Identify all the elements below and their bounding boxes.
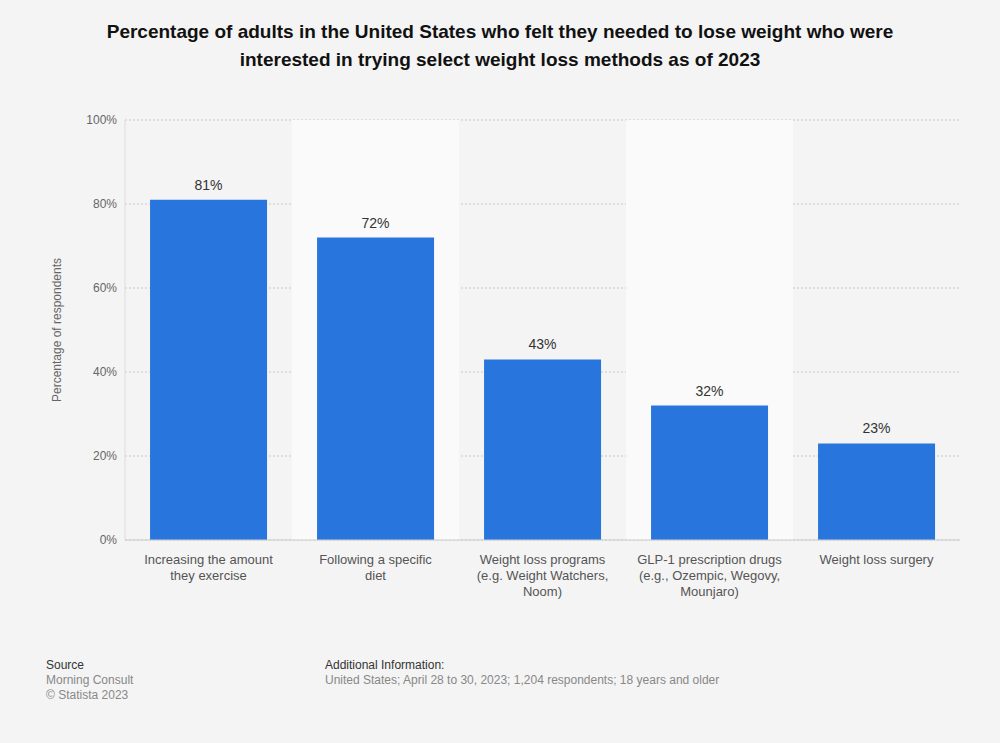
svg-text:20%: 20%	[93, 449, 117, 463]
svg-text:72%: 72%	[362, 215, 390, 231]
svg-text:81%: 81%	[195, 177, 223, 193]
svg-text:32%: 32%	[696, 383, 724, 399]
html-text:Additional Information:: Additional Information:	[325, 658, 445, 672]
svg-text:100%: 100%	[86, 113, 117, 127]
html-text:Percentage of adults in the Un: Percentage of adults in the United State…	[106, 21, 894, 70]
html-text:Morning Consult: Morning Consult	[46, 673, 134, 687]
svg-text:80%: 80%	[93, 197, 117, 211]
svg-text:GLP-1 prescription drugs(e.g.,: GLP-1 prescription drugs(e.g., Ozempic, …	[637, 552, 782, 599]
svg-text:Percentage of respondents: Percentage of respondents	[50, 258, 64, 402]
svg-text:43%: 43%	[529, 336, 557, 352]
svg-text:Increasing the amountthey exer: Increasing the amountthey exercise	[144, 552, 273, 583]
svg-text:40%: 40%	[93, 365, 117, 379]
html-text:Source: Source	[46, 658, 84, 672]
html-text:United States; April 28 to 30,: United States; April 28 to 30, 2023; 1,2…	[325, 673, 720, 687]
svg-text:Weight loss programs(e.g. Weig: Weight loss programs(e.g. Weight Watcher…	[477, 552, 609, 599]
svg-text:Weight loss surgery: Weight loss surgery	[820, 552, 934, 567]
html-text:© Statista 2023: © Statista 2023	[46, 688, 129, 702]
svg-text:23%: 23%	[863, 420, 891, 436]
svg-text:Following a specificdiet: Following a specificdiet	[319, 552, 432, 583]
svg-text:60%: 60%	[93, 281, 117, 295]
svg-text:0%: 0%	[100, 533, 118, 547]
